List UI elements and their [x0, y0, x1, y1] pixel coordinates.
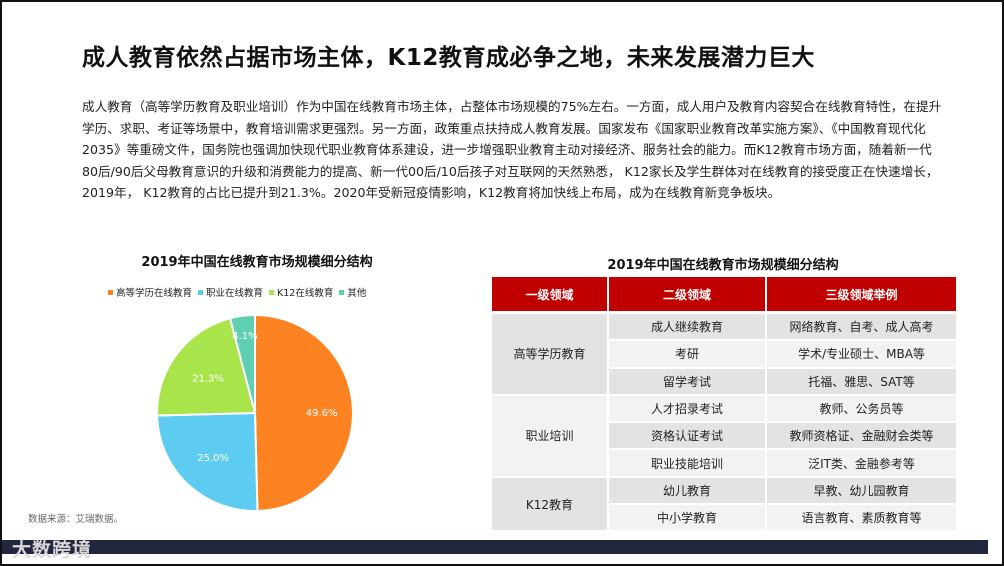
pie-data-label: 25.0%: [197, 453, 229, 464]
level3-cell: 早教、幼儿园教育: [767, 477, 956, 506]
level3-cell: 语言教育、素质教育等: [767, 505, 956, 533]
level3-cell: 托福、雅思、SAT等: [767, 368, 956, 396]
level1-cell: 职业培训: [492, 395, 607, 478]
legend-label: 其他: [347, 288, 367, 299]
legend-item: 其他: [339, 285, 366, 299]
level1-cell: K12教育: [492, 477, 607, 533]
header-level3: 三级领域举例: [767, 277, 956, 314]
level3-cell: 教师资格证、金融财会类等: [767, 423, 956, 451]
level3-cell: 学术/专业硕士、MBA等: [767, 341, 956, 369]
legend-swatch: [198, 289, 204, 295]
level2-cell: 资格认证考试: [609, 423, 765, 451]
level2-cell: 成人继续教育: [609, 314, 765, 342]
legend-swatch: [108, 289, 113, 295]
pie-slice: [156, 317, 257, 417]
pie-data-label: 49.6%: [306, 408, 338, 419]
legend-label: K12在线教育: [277, 288, 334, 299]
level3-cell: 教师、公务员等: [767, 395, 956, 424]
table-row: 考研 学术/专业硕士、MBA等: [492, 341, 956, 369]
table-row: K12教育 幼儿教育 早教、幼儿园教育: [492, 477, 956, 533]
pie-data-label: 21.3%: [192, 374, 224, 385]
legend-swatch: [269, 289, 275, 295]
pie-slice: [228, 313, 256, 414]
pie-data-label: 4.1%: [232, 331, 257, 342]
table-title: 2019年中国在线教育市场规模细分结构: [607, 258, 839, 273]
pie-legend: 高等学历在线教育 职业在线教育 K12在线教育 其他: [108, 285, 366, 299]
level3-cell: 网络教育、自考、成人高考: [767, 314, 956, 342]
legend-item: 职业在线教育: [198, 285, 263, 299]
pie-slice: [254, 313, 354, 512]
pie-slice: [156, 411, 259, 512]
level2-cell: 中小学教育: [609, 505, 765, 533]
pie-chart: 49.6% 25.0% 21.3% 4.1%: [156, 313, 354, 512]
level3-cell: 泛IT类、金融参考等: [767, 450, 956, 478]
page-title: 成人教育依然占据市场主体，K12教育成必争之地，未来发展潜力巨大: [82, 45, 815, 71]
legend-item: K12在线教育: [269, 285, 333, 299]
table-row: 中小学教育 语言教育、素质教育等: [492, 505, 956, 533]
legend-label: 高等学历在线教育: [116, 288, 193, 299]
level2-cell: 职业技能培训: [609, 450, 765, 478]
segment-table: 一级领域 二级领域 三级领域举例 高等学历教育 成人继续教育 网络教育、自考、成人高…: [490, 277, 958, 533]
footer-logo: 大数跨境: [12, 539, 93, 561]
table-row: 职业培训 人才招录考试 教师、公务员等: [492, 395, 956, 478]
level2-cell: 留学考试: [609, 368, 765, 396]
footer-bar: [2, 540, 988, 554]
level1-cell: 高等学历教育: [492, 314, 607, 396]
table-row: 高等学历教育 成人继续教育 网络教育、自考、成人高考: [492, 314, 956, 396]
table-row: 职业技能培训 泛IT类、金融参考等: [492, 450, 956, 478]
pie-chart-title: 2019年中国在线教育市场规模细分结构: [141, 255, 373, 270]
data-source: 数据来源：艾瑞数据。: [28, 514, 124, 525]
table-row: 资格认证考试 教师资格证、金融财会类等: [492, 423, 956, 451]
level2-cell: 人才招录考试: [609, 395, 765, 424]
level2-cell: 考研: [609, 341, 765, 369]
header-level2: 二级领域: [609, 277, 765, 314]
level2-cell: 幼儿教育: [609, 477, 765, 506]
header-level1: 一级领域: [492, 277, 607, 314]
legend-label: 职业在线教育: [206, 288, 264, 299]
body-paragraph: 成人教育（高等学历教育及职业培训）作为中国在线教育市场主体，占整体市场规模的75…: [82, 99, 942, 201]
table-row: 留学考试 托福、雅思、SAT等: [492, 368, 956, 396]
legend-swatch: [339, 289, 345, 295]
legend-item: 高等学历在线教育: [108, 285, 192, 299]
